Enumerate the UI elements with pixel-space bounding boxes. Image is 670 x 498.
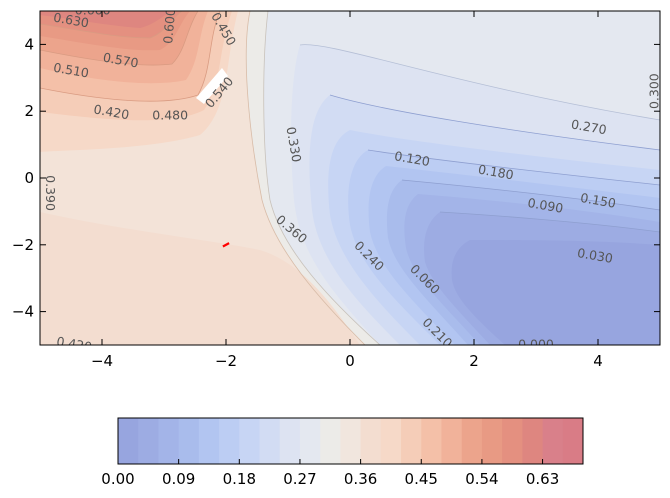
colorbar-swatch [441, 418, 463, 464]
colorbar-tick-label: 0.36 [344, 470, 377, 488]
y-axis: 4 2 0 −2 −4 [12, 35, 660, 321]
red-annotation-line [222, 242, 230, 248]
x-tick-label: 0 [345, 352, 355, 370]
y-tick-label: 4 [24, 35, 34, 53]
colorbar-tick-label: 0.09 [162, 470, 195, 488]
colorbar-swatch [198, 418, 220, 464]
masked-region [196, 68, 228, 104]
contour-label: 0.630 [52, 10, 90, 31]
fill-level-0.60 [40, 11, 172, 28]
contour-line-0.51 [40, 11, 199, 66]
contour-label: 0.600 [160, 7, 178, 44]
x-tick-label: 2 [469, 352, 479, 370]
contour-label: 0.120 [393, 148, 431, 169]
contour-label: 0.030 [576, 245, 614, 266]
colorbar-swatch [481, 418, 503, 464]
colorbar-tick-label: 0.54 [465, 470, 498, 488]
contour-fill-regions [40, 11, 660, 345]
colorbar-swatch [320, 418, 341, 464]
contour-label: 0.480 [152, 108, 188, 123]
colorbar-tick-label: 0.18 [223, 470, 256, 488]
fill-level-0.39-bottom [40, 212, 360, 345]
colorbar-swatch [259, 418, 281, 464]
colorbar-tick-label: 0.63 [526, 470, 559, 488]
contour-line-0.12 [401, 179, 660, 211]
contour-line-0.36 [245, 11, 366, 345]
x-tick-label: 4 [593, 352, 603, 370]
fill-level-0.03 [451, 240, 660, 345]
colorbar-tick-label: 0.45 [405, 470, 438, 488]
contour-line-0.24 [329, 94, 660, 151]
colorbar-frame [117, 417, 584, 465]
contour-label: 0.330 [283, 125, 304, 163]
contour-line-0.30 [299, 44, 660, 121]
colorbar-swatch [562, 418, 584, 464]
contour-label: 0.510 [52, 60, 90, 81]
colorbar: 0.00 0.09 0.18 0.27 0.36 0.45 0.54 0.63 [101, 417, 584, 488]
colorbar-swatch [299, 418, 321, 464]
contour-label: 0.300 [647, 73, 662, 109]
contour-label: 0.180 [477, 162, 515, 183]
contour-line-0.45 [40, 11, 221, 102]
contour-line-0.57 [40, 11, 183, 39]
colorbar-swatch [542, 418, 564, 464]
colorbar-swatch [118, 418, 139, 464]
x-axis: −4 −2 0 2 4 [91, 11, 603, 370]
contour-label: 0.390 [43, 175, 58, 211]
contour-line-0.33 [263, 11, 381, 345]
contour-label: 0.090 [527, 195, 565, 216]
colorbar-swatch [219, 418, 240, 464]
y-tick-label: −4 [12, 303, 34, 321]
contour-label: 0.660 [75, 3, 111, 18]
contour-label: 0.000 [518, 337, 554, 352]
colorbar-swatch [401, 418, 422, 464]
contour-label: 0.270 [570, 116, 608, 137]
colorbar-swatch [522, 418, 544, 464]
colorbar-swatch [421, 418, 442, 464]
colorbar-swatch [502, 418, 523, 464]
colorbar-tick-label: 0.27 [283, 470, 316, 488]
contour-lines [40, 11, 660, 345]
colorbar-swatch [461, 418, 483, 464]
y-tick-label: −2 [12, 236, 34, 254]
colorbar-swatch [279, 418, 301, 464]
colorbar-swatch [380, 418, 402, 464]
colorbar-swatch [239, 418, 261, 464]
contour-line-0.06 [439, 211, 660, 233]
colorbar-tick-label: 0.00 [101, 470, 134, 488]
y-tick-label: 2 [24, 102, 34, 120]
colorbar-swatch [360, 418, 382, 464]
contour-line-0.18 [367, 149, 660, 186]
y-tick-label: 0 [24, 169, 34, 187]
x-tick-label: −4 [91, 352, 113, 370]
contour-label: 0.570 [102, 50, 140, 71]
contour-label: 0.150 [579, 190, 617, 211]
contour-label: 0.420 [55, 334, 93, 355]
x-tick-label: −2 [215, 352, 237, 370]
colorbar-swatch [178, 418, 200, 464]
colorbar-swatch [158, 418, 180, 464]
colorbar-swatch [138, 418, 159, 464]
contour-label: 0.420 [93, 101, 131, 122]
colorbar-swatch [340, 418, 362, 464]
